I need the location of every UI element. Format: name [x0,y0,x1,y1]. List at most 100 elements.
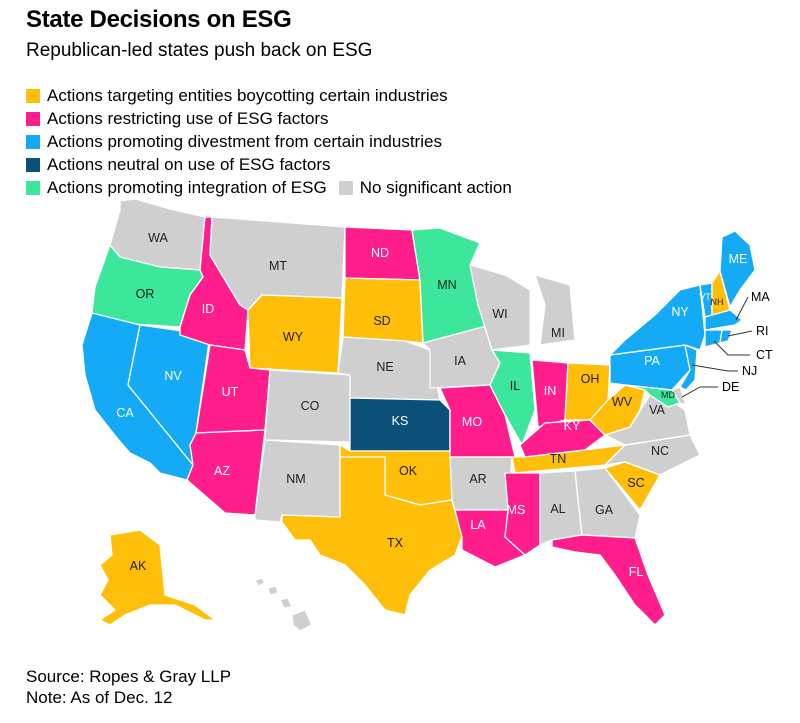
state-label-wi: WI [492,307,507,321]
state-label-me: ME [729,252,748,266]
state-label-nd: ND [371,246,389,260]
legend-item-integrate: Actions promoting integration of ESG [26,176,327,199]
callout-line-ri [727,330,753,337]
callout-label-ct: CT [756,348,773,362]
callout-label-ma: MA [751,290,770,304]
state-label-wy: WY [283,330,304,344]
state-RI [719,329,733,344]
state-AZ [186,429,266,516]
state-label-md: MD [661,390,675,400]
state-label-mn: MN [437,278,456,292]
state-SD [342,277,424,344]
state-label-oh: OH [581,372,600,386]
state-IL [489,349,536,446]
state-HI-2 [267,585,279,596]
state-label-ar: AR [469,472,486,486]
state-NJ [679,344,698,391]
legend-swatch-none [338,180,353,195]
state-label-al: AL [550,502,565,516]
state-DE [671,386,687,406]
state-label-va: VA [649,403,665,417]
state-label-il: IL [510,379,520,393]
legend-label-integrate: Actions promoting integration of ESG [47,178,327,197]
legend-swatch-boycott [26,88,40,103]
state-CT [704,329,723,348]
legend-label-none: No significant action [359,178,512,197]
state-label-nm: NM [286,472,305,486]
state-label-ok: OK [399,464,418,478]
legend-swatch-divest [26,134,40,149]
legend-item-divest: Actions promoting divestment from certai… [26,130,524,153]
state-AK [99,529,216,626]
state-label-tn: TN [550,452,567,466]
state-label-pa: PA [644,354,660,368]
state-GA [574,467,641,539]
legend-item-restrict: Actions restricting use of ESG factors [26,107,524,130]
state-label-nc: NC [651,444,669,458]
legend-label-divest: Actions promoting divestment from certai… [47,132,442,151]
callout-label-ri: RI [756,324,769,338]
state-HI-1 [254,577,266,587]
callout-line-nj [691,364,738,372]
state-label-vt: VT [699,292,711,302]
state-label-or: OR [136,287,155,301]
state-label-in: IN [544,384,557,398]
state-label-ny: NY [671,305,689,319]
state-label-ia: IA [454,354,466,368]
state-label-ca: CA [116,406,134,420]
legend-label-restrict: Actions restricting use of ESG factors [47,109,329,128]
state-label-ne: NE [376,360,393,374]
state-HI-3 [279,597,293,609]
state-label-wa: WA [148,231,168,245]
state-label-ut: UT [222,385,239,399]
state-label-mo: MO [462,415,482,429]
legend-swatch-neutral [26,157,40,172]
callout-line-ma [735,296,749,321]
callout-line-de [681,386,718,398]
legend-item-neutral: Actions neutral on use of ESG factors [26,153,524,176]
state-NY [609,284,706,356]
legend-item-none: No significant action [338,176,512,199]
chart-title: State Decisions on ESG [26,6,292,33]
state-label-ky: KY [564,419,581,433]
state-label-la: LA [470,518,486,532]
state-label-ga: GA [595,503,614,517]
chart-subtitle: Republican-led states push back on ESG [26,40,373,61]
state-label-nh: NH [711,297,724,307]
state-label-id: ID [202,302,215,316]
state-label-ms: MS [507,503,526,517]
callout-lines [681,296,753,398]
legend-item-boycott: Actions targeting entities boycotting ce… [26,84,524,107]
state-WY [247,294,343,374]
state-HI-4 [291,609,313,632]
state-label-wv: WV [612,395,633,409]
state-MA [704,309,743,331]
callout-label-nj: NJ [742,364,757,378]
legend-swatch-restrict [26,111,40,126]
state-label-mt: MT [269,259,287,273]
legend: Actions targeting entities boycotting ce… [26,84,524,199]
state-label-ks: KS [392,414,409,428]
state-ME [719,230,756,308]
legend-swatch-integrate [26,180,40,195]
state-label-nv: NV [164,369,182,383]
state-label-az: AZ [214,464,230,478]
footer: Source: Ropes & Gray LLP Note: As of Dec… [26,666,231,708]
state-TX [281,456,463,616]
state-FL [551,534,666,626]
legend-label-boycott: Actions targeting entities boycotting ce… [47,86,448,105]
state-label-mi: MI [551,326,565,340]
us-map: WA OR CA NV ID MT WY UT AZ CO NM ND SD N… [81,198,773,632]
legend-label-neutral: Actions neutral on use of ESG factors [47,155,331,174]
state-label-fl: FL [629,565,644,579]
state-label-sd: SD [373,314,390,328]
state-label-sc: SC [627,476,644,490]
state-label-ak: AK [130,559,147,573]
state-MI [534,274,576,346]
date-note: Note: As of Dec. 12 [26,688,173,707]
source-note: Source: Ropes & Gray LLP [26,667,232,686]
state-label-tx: TX [387,536,404,550]
callout-line-ct [713,340,750,356]
state-WI [469,264,531,351]
callout-label-de: DE [722,380,739,394]
